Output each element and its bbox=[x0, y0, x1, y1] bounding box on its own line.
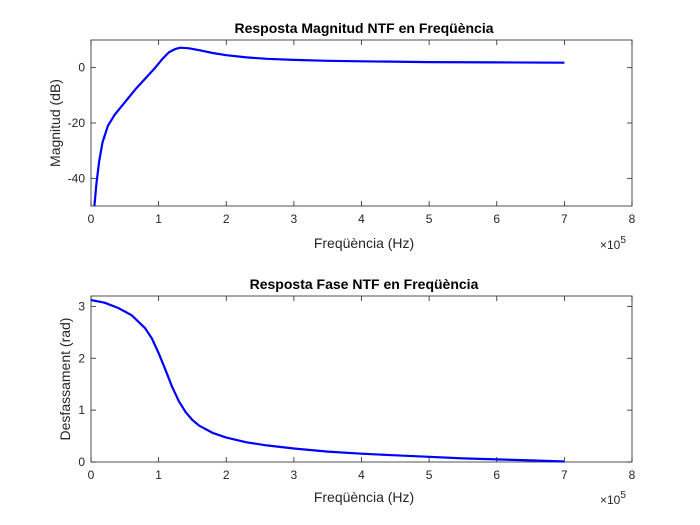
magnitude-x-tick-label: 1 bbox=[155, 212, 162, 226]
magnitude-series-line bbox=[93, 46, 565, 207]
magnitude-x-multiplier-base: ×10 bbox=[600, 238, 621, 252]
magnitude-y-tick-label: 0 bbox=[78, 61, 85, 75]
phase-x-tick-label: 7 bbox=[561, 468, 568, 482]
subplot-phase: Resposta Fase NTF en Freqüència 0 1 2 3 4 5 6 7… bbox=[57, 276, 636, 507]
phase-x-tick-label: 5 bbox=[426, 468, 433, 482]
phase-xlabel: Freqüència (Hz) bbox=[314, 489, 414, 505]
magnitude-ticks: 0 1 2 3 4 5 6 7 8 -40 -20 0 bbox=[68, 40, 636, 226]
magnitude-x-tick-label: 3 bbox=[291, 212, 298, 226]
phase-x-multiplier: ×105 bbox=[600, 490, 626, 507]
magnitude-x-tick-label: 2 bbox=[223, 212, 230, 226]
magnitude-x-tick-label: 6 bbox=[493, 212, 500, 226]
phase-series-line bbox=[90, 299, 565, 463]
phase-x-tick-label: 2 bbox=[223, 468, 230, 482]
phase-x-multiplier-base: ×10 bbox=[600, 493, 621, 507]
magnitude-x-tick-label: 4 bbox=[358, 212, 365, 226]
magnitude-x-tick-label: 7 bbox=[561, 212, 568, 226]
phase-y-tick-label: 2 bbox=[78, 351, 85, 365]
magnitude-x-tick-label: 0 bbox=[88, 212, 95, 226]
phase-y-tick-label: 1 bbox=[78, 403, 85, 417]
phase-x-multiplier-exponent: 5 bbox=[620, 490, 626, 501]
magnitude-ylabel: Magnitud (dB) bbox=[47, 79, 63, 167]
magnitude-title: Resposta Magnitud NTF en Freqüència bbox=[234, 20, 493, 36]
phase-y-tick-label: 0 bbox=[78, 455, 85, 469]
magnitude-y-tick-label: -40 bbox=[68, 171, 86, 185]
phase-x-tick-label: 3 bbox=[291, 468, 298, 482]
phase-axes-box bbox=[90, 295, 633, 463]
phase-x-tick-label: 1 bbox=[155, 468, 162, 482]
phase-title: Resposta Fase NTF en Freqüència bbox=[250, 276, 479, 292]
phase-y-tick-label: 3 bbox=[78, 299, 85, 313]
subplot-magnitude: Resposta Magnitud NTF en Freqüència 0 1 2 3… bbox=[47, 20, 636, 252]
phase-x-tick-label: 6 bbox=[493, 468, 500, 482]
phase-x-tick-label: 0 bbox=[88, 468, 95, 482]
phase-ylabel: Desfassament (rad) bbox=[57, 318, 73, 441]
magnitude-x-tick-label: 8 bbox=[629, 212, 636, 226]
magnitude-x-multiplier: ×105 bbox=[600, 235, 626, 252]
phase-x-tick-label: 4 bbox=[358, 468, 365, 482]
magnitude-xlabel: Freqüència (Hz) bbox=[314, 235, 414, 251]
phase-ticks: 0 1 2 3 4 5 6 7 8 0 1 2 3 bbox=[78, 296, 636, 482]
magnitude-x-tick-label: 5 bbox=[426, 212, 433, 226]
phase-x-tick-label: 8 bbox=[629, 468, 636, 482]
magnitude-axes-box bbox=[90, 39, 633, 207]
magnitude-x-multiplier-exponent: 5 bbox=[620, 235, 626, 246]
magnitude-y-tick-label: -20 bbox=[68, 116, 86, 130]
